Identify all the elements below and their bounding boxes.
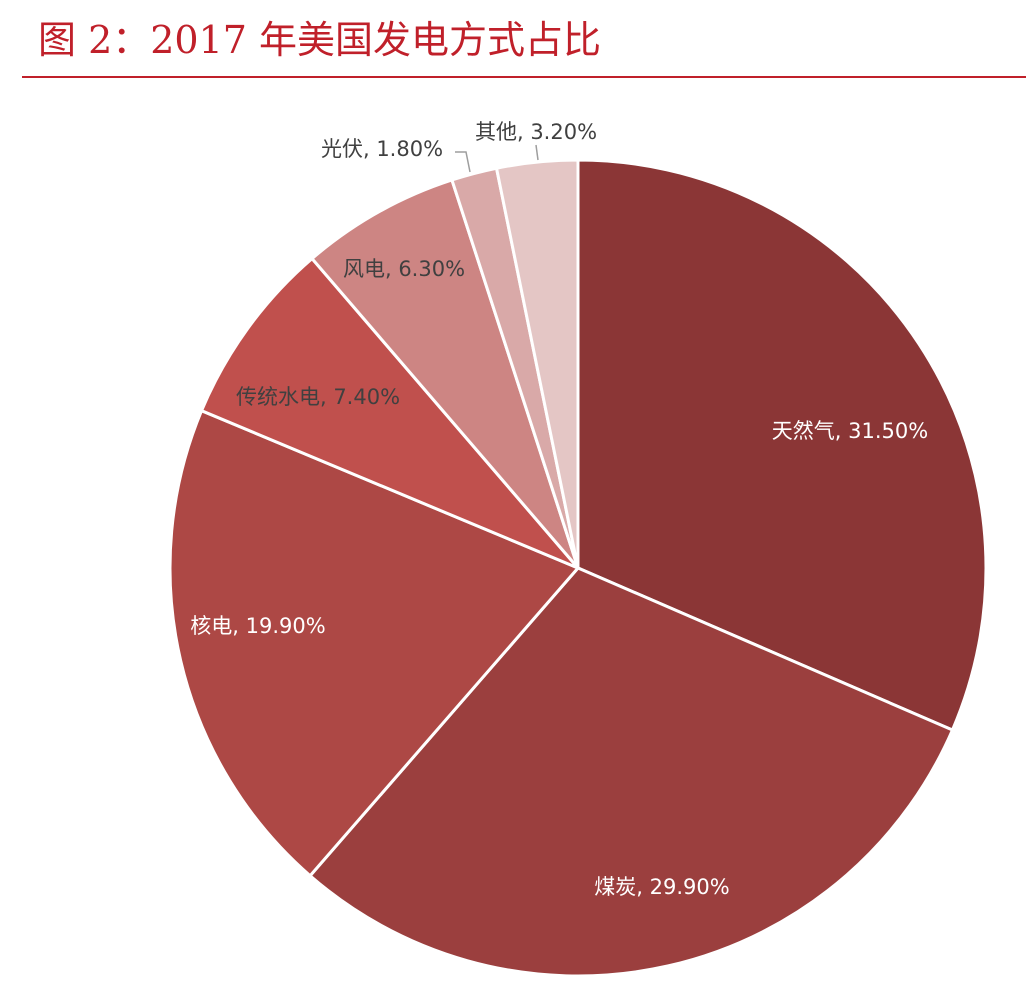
figure-title: 图 2：2017 年美国发电方式占比 bbox=[38, 18, 602, 62]
pie-slice-1 bbox=[576, 158, 988, 733]
pie-label-4: 传统水电, 7.40% bbox=[236, 385, 400, 409]
pie-slice-2 bbox=[307, 566, 955, 978]
pie-label-6: 光伏, 1.80% bbox=[321, 137, 443, 161]
pie-slice-7 bbox=[494, 158, 580, 569]
leader-line-7 bbox=[535, 144, 539, 161]
pie-labels: 天然气, 31.50% 煤炭, 29.90% 核电, 19.90% 传统水电, 7.4… bbox=[190, 120, 928, 899]
pie-label-2: 煤炭, 29.90% bbox=[594, 875, 729, 899]
pie-slice-4 bbox=[199, 256, 580, 570]
leader-line-6 bbox=[455, 151, 471, 173]
pie-label-1: 天然气, 31.50% bbox=[772, 419, 928, 443]
leader-lines bbox=[455, 144, 539, 173]
title-rule bbox=[22, 76, 1026, 78]
pie-label-3: 核电, 19.90% bbox=[190, 614, 325, 638]
pie-label-7: 其他, 3.20% bbox=[475, 120, 597, 144]
pie-slice-5 bbox=[309, 178, 580, 569]
pie-label-5: 风电, 6.30% bbox=[343, 257, 465, 281]
pie-slices bbox=[168, 158, 988, 978]
